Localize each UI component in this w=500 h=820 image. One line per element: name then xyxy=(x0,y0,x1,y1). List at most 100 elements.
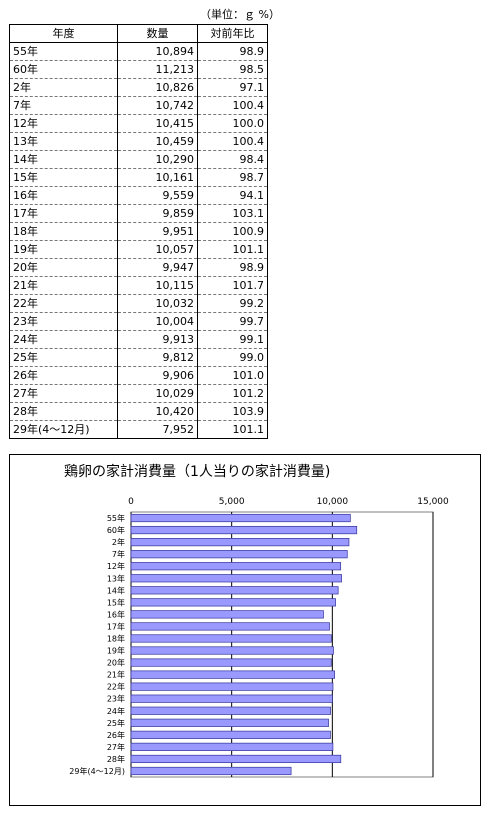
y-category-label: 26年 xyxy=(107,730,125,740)
y-category-label: 29年(4～12月) xyxy=(69,766,125,776)
cell-yoy-ratio: 99.1 xyxy=(197,330,268,349)
unit-note: （単位：ｇ %） xyxy=(200,8,280,21)
y-category-label: 25年 xyxy=(107,718,125,728)
bar xyxy=(130,742,334,751)
y-category-label: 18年 xyxy=(107,633,125,643)
header-quantity: 数量 xyxy=(117,24,198,43)
cell-yoy-ratio: 103.1 xyxy=(197,204,268,223)
cell-yoy-ratio: 99.7 xyxy=(197,312,268,331)
y-category-label: 16年 xyxy=(107,609,125,619)
cell-quantity: 9,947 xyxy=(117,258,198,277)
table-row: 13年 10,459 100.4 xyxy=(9,132,268,151)
cell-year: 2年 xyxy=(9,78,118,97)
x-tick-label: 5,000 xyxy=(219,497,245,507)
cell-quantity: 10,029 xyxy=(117,384,198,403)
cell-quantity: 10,826 xyxy=(117,78,198,97)
y-category-label: 14年 xyxy=(107,585,125,595)
bar xyxy=(130,525,358,535)
cell-yoy-ratio: 98.7 xyxy=(197,168,268,187)
cell-year: 27年 xyxy=(9,384,118,403)
table-row: 24年 9,913 99.1 xyxy=(9,330,268,349)
cell-yoy-ratio: 100.4 xyxy=(197,132,268,151)
cell-quantity: 10,057 xyxy=(117,240,198,259)
cell-quantity: 7,952 xyxy=(117,420,198,439)
table-row: 20年 9,947 98.9 xyxy=(9,258,268,277)
cell-year: 21年 xyxy=(9,276,118,295)
table-row: 23年 10,004 99.7 xyxy=(9,312,268,331)
cell-yoy-ratio: 101.1 xyxy=(197,240,268,259)
cell-year: 13年 xyxy=(9,132,118,151)
bar xyxy=(130,574,342,583)
cell-year: 15年 xyxy=(9,168,118,187)
cell-year: 20年 xyxy=(9,258,118,277)
y-category-label: 20年 xyxy=(107,658,125,668)
cell-quantity: 10,115 xyxy=(117,276,198,295)
cell-quantity: 9,812 xyxy=(117,348,198,367)
cell-year: 29年(4～12月) xyxy=(9,420,118,439)
y-category-label: 12年 xyxy=(107,561,125,571)
cell-year: 25年 xyxy=(9,348,118,367)
cell-quantity: 10,420 xyxy=(117,402,198,421)
cell-year: 28年 xyxy=(9,402,118,421)
table-row: 21年 10,115 101.7 xyxy=(9,276,268,295)
cell-yoy-ratio: 100.0 xyxy=(197,114,268,133)
table-row: 27年 10,029 101.2 xyxy=(9,384,268,403)
chart-title: 鶏卵の家計消費量（1人当りの家計消費量) xyxy=(64,464,331,480)
cell-quantity: 10,415 xyxy=(117,114,198,133)
x-tick-label: 10,000 xyxy=(317,497,349,507)
cell-year: 7年 xyxy=(9,96,118,115)
table-row: 17年 9,859 103.1 xyxy=(9,204,268,223)
cell-yoy-ratio: 97.1 xyxy=(197,78,268,97)
y-category-label: 15年 xyxy=(107,597,125,607)
bar xyxy=(130,610,324,619)
bar xyxy=(130,550,348,559)
table-row: 22年 10,032 99.2 xyxy=(9,294,268,313)
cell-quantity: 10,894 xyxy=(117,42,198,61)
y-category-label: 60年 xyxy=(107,525,125,535)
cell-year: 55年 xyxy=(9,42,118,61)
bar xyxy=(130,598,336,607)
table-row: 16年 9,559 94.1 xyxy=(9,186,268,205)
cell-year: 16年 xyxy=(9,186,118,205)
cell-yoy-ratio: 103.9 xyxy=(197,402,268,421)
cell-yoy-ratio: 101.1 xyxy=(197,420,268,439)
bar xyxy=(130,586,339,595)
cell-year: 17年 xyxy=(9,204,118,223)
cell-yoy-ratio: 94.1 xyxy=(197,186,268,205)
bar xyxy=(130,706,331,715)
cell-yoy-ratio: 100.9 xyxy=(197,222,268,241)
table-row: 12年 10,415 100.0 xyxy=(9,114,268,133)
cell-year: 24年 xyxy=(9,330,118,349)
cell-quantity: 9,913 xyxy=(117,330,198,349)
y-category-label: 27年 xyxy=(107,742,125,752)
cell-yoy-ratio: 101.2 xyxy=(197,384,268,403)
y-category-label: 55年 xyxy=(107,513,125,523)
labels-layer: 0 5,000 10,000 15,000 55年 60年 2年 7年 12年 13年 14年 15年… xyxy=(69,497,449,776)
bar xyxy=(130,718,329,727)
table-row: 26年 9,906 101.0 xyxy=(9,366,268,385)
table-row: 60年 11,213 98.5 xyxy=(9,60,268,79)
y-category-label: 28年 xyxy=(107,754,125,764)
bar xyxy=(130,730,331,739)
bar xyxy=(130,634,332,643)
table-row: 19年 10,057 101.1 xyxy=(9,240,268,259)
table-body: 55年 10,894 98.9 60年 11,213 98.5 2年 10,826 97.1 7年… xyxy=(9,42,268,439)
table-row: 28年 10,420 103.9 xyxy=(9,402,268,421)
cell-quantity: 10,032 xyxy=(117,294,198,313)
cell-quantity: 9,906 xyxy=(117,366,198,385)
cell-quantity: 9,559 xyxy=(117,186,198,205)
cell-year: 26年 xyxy=(9,366,118,385)
table-row: 25年 9,812 99.0 xyxy=(9,348,268,367)
cell-yoy-ratio: 98.5 xyxy=(197,60,268,79)
bar xyxy=(130,646,334,655)
cell-quantity: 9,951 xyxy=(117,222,198,241)
y-category-label: 2年 xyxy=(112,537,125,547)
table-row: 29年(4～12月) 7,952 101.1 xyxy=(9,420,268,439)
cell-year: 23年 xyxy=(9,312,118,331)
table-header-row: 年度 数量 対前年比 xyxy=(9,24,268,43)
y-category-label: 21年 xyxy=(107,670,125,680)
table-row: 14年 10,290 98.4 xyxy=(9,150,268,169)
cell-yoy-ratio: 101.7 xyxy=(197,276,268,295)
cell-year: 19年 xyxy=(9,240,118,259)
cell-quantity: 10,004 xyxy=(117,312,198,331)
